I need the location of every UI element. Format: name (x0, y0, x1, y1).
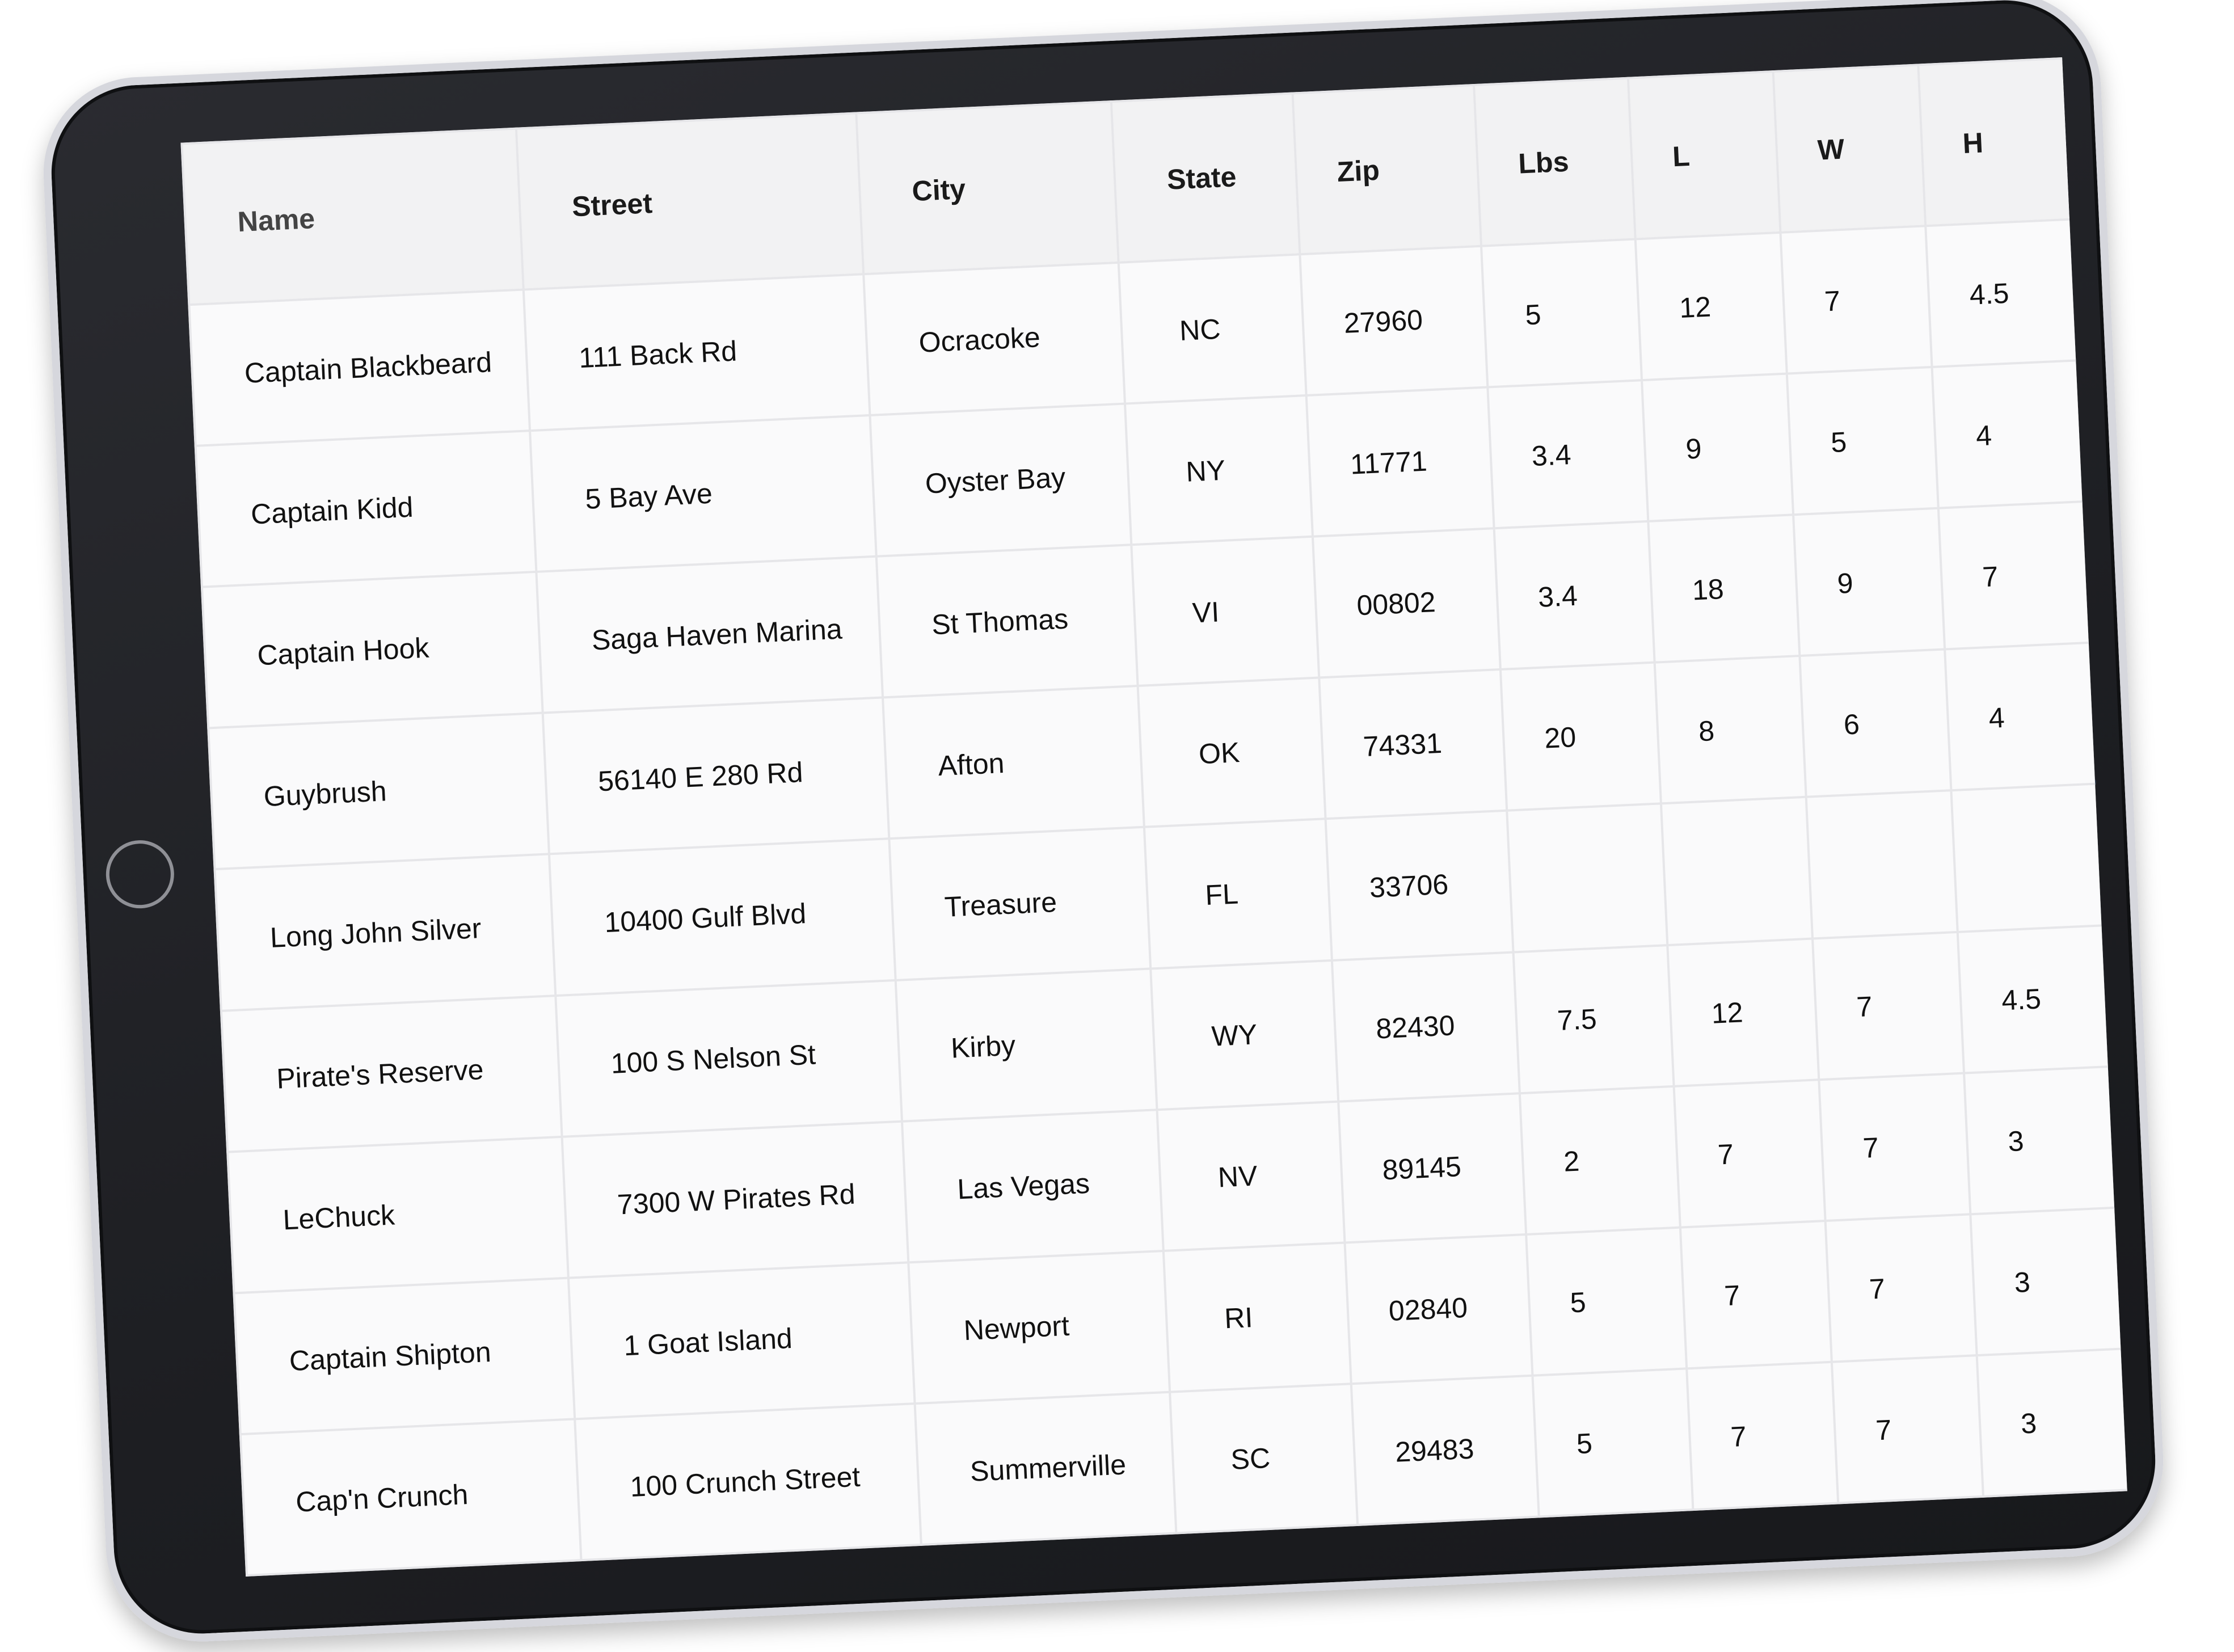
column-header-name[interactable]: Name (182, 128, 524, 305)
cell-street[interactable]: Saga Haven Marina (536, 556, 883, 713)
cell-h[interactable] (1951, 783, 2103, 932)
cell-street[interactable]: 1 Goat Island (568, 1262, 915, 1419)
cell-street[interactable]: 5 Bay Ave (530, 415, 876, 572)
cell-h[interactable]: 3 (1970, 1207, 2122, 1356)
cell-city[interactable]: Oyster Bay (870, 403, 1132, 557)
cell-h[interactable]: 4.5 (1925, 219, 2077, 368)
cell-zip[interactable]: 29483 (1351, 1375, 1539, 1525)
cell-h[interactable]: 3 (1976, 1348, 2127, 1497)
cell-w[interactable]: 7 (1819, 1073, 1971, 1221)
cell-w[interactable]: 6 (1799, 649, 1951, 798)
column-header-h[interactable]: H (1918, 58, 2071, 226)
column-header-city[interactable]: City (856, 102, 1119, 275)
cell-w[interactable]: 7 (1831, 1355, 1983, 1503)
cell-h[interactable]: 4 (1945, 643, 2097, 791)
cell-lbs[interactable]: 3.4 (1494, 521, 1655, 670)
cell-lbs[interactable]: 7.5 (1513, 945, 1674, 1093)
column-header-street[interactable]: Street (516, 113, 864, 290)
cell-city[interactable]: Ocracoke (863, 262, 1125, 416)
cell-city[interactable]: Newport (908, 1250, 1170, 1404)
cell-city[interactable]: Treasure (889, 827, 1151, 980)
cell-name[interactable]: Pirate's Reserve (221, 995, 562, 1152)
cell-l[interactable]: 9 (1642, 373, 1794, 522)
cell-zip[interactable]: 02840 (1344, 1234, 1533, 1384)
cell-street[interactable]: 10400 Gulf Blvd (549, 838, 896, 996)
cell-h[interactable]: 4 (1932, 360, 2084, 508)
cell-lbs[interactable]: 2 (1519, 1086, 1680, 1234)
cell-lbs[interactable] (1507, 803, 1668, 953)
cell-w[interactable]: 9 (1793, 508, 1945, 656)
cell-zip[interactable]: 11771 (1306, 387, 1494, 537)
cell-city[interactable]: Las Vegas (901, 1109, 1164, 1263)
table-body: Captain Blackbeard 111 Back Rd Ocracoke NC 2… (189, 219, 2127, 1575)
cell-name[interactable]: Cap'n Crunch (240, 1419, 581, 1575)
cell-state[interactable]: NC (1118, 254, 1306, 404)
column-header-lbs[interactable]: Lbs (1474, 78, 1636, 246)
cell-city[interactable]: Afton (883, 686, 1144, 839)
cell-h[interactable]: 4.5 (1957, 925, 2109, 1073)
cell-name[interactable]: Captain Hook (201, 572, 543, 728)
cell-l[interactable] (1660, 797, 1813, 945)
cell-h[interactable]: 7 (1938, 502, 2090, 650)
cell-state[interactable]: NY (1124, 395, 1313, 545)
cell-city[interactable]: St Thomas (876, 545, 1138, 698)
cell-street[interactable]: 100 Crunch Street (575, 1404, 921, 1561)
cell-state[interactable]: WY (1150, 960, 1339, 1110)
cell-name[interactable]: Guybrush (208, 713, 549, 870)
tablet-screen: Name Street City State Zip Lbs L W H Cap… (180, 57, 2127, 1577)
cell-state[interactable]: NV (1157, 1101, 1345, 1251)
cell-l[interactable]: 12 (1667, 938, 1819, 1086)
cell-state[interactable]: OK (1137, 677, 1326, 828)
cell-zip[interactable]: 89145 (1338, 1093, 1527, 1243)
cell-zip[interactable]: 82430 (1331, 952, 1520, 1102)
cell-lbs[interactable]: 20 (1500, 662, 1661, 811)
column-header-zip[interactable]: Zip (1292, 85, 1482, 255)
column-header-l[interactable]: L (1628, 71, 1781, 239)
cell-l[interactable]: 7 (1674, 1079, 1826, 1228)
cell-state[interactable]: FL (1144, 819, 1332, 969)
cell-street[interactable]: 111 Back Rd (523, 274, 870, 431)
cell-l[interactable]: 12 (1635, 232, 1787, 381)
cell-state[interactable]: RI (1163, 1242, 1351, 1392)
cell-street[interactable]: 7300 W Pirates Rd (562, 1121, 909, 1278)
column-header-w[interactable]: W (1773, 65, 1926, 233)
cell-name[interactable]: Captain Blackbeard (189, 289, 530, 446)
cell-l[interactable]: 18 (1648, 515, 1800, 663)
tablet-device: Name Street City State Zip Lbs L W H Cap… (39, 0, 2168, 1646)
cell-street[interactable]: 56140 E 280 Rd (542, 697, 890, 854)
cell-lbs[interactable]: 5 (1526, 1227, 1687, 1376)
cell-city[interactable]: Summerville (914, 1392, 1177, 1545)
cell-name[interactable]: Captain Shipton (234, 1278, 575, 1435)
cell-state[interactable]: VI (1131, 536, 1320, 686)
cell-lbs[interactable]: 3.4 (1487, 380, 1649, 529)
cell-zip[interactable]: 00802 (1312, 528, 1500, 678)
cell-name[interactable]: Captain Kidd (195, 431, 537, 587)
home-button[interactable] (104, 838, 176, 910)
cell-w[interactable] (1806, 790, 1958, 939)
cell-street[interactable]: 100 S Nelson St (555, 980, 902, 1137)
column-header-state[interactable]: State (1111, 93, 1300, 263)
shipping-table: Name Street City State Zip Lbs L W H Cap… (180, 57, 2127, 1577)
cell-l[interactable]: 8 (1654, 656, 1806, 804)
cell-lbs[interactable]: 5 (1481, 239, 1642, 387)
cell-w[interactable]: 7 (1812, 932, 1965, 1080)
cell-lbs[interactable]: 5 (1532, 1368, 1693, 1517)
cell-l[interactable]: 7 (1687, 1362, 1839, 1510)
cell-l[interactable]: 7 (1680, 1220, 1832, 1369)
cell-w[interactable]: 5 (1786, 367, 1938, 515)
cell-state[interactable]: SC (1170, 1384, 1358, 1533)
cell-zip[interactable]: 33706 (1325, 811, 1514, 960)
cell-name[interactable]: Long John Silver (214, 854, 556, 1011)
cell-city[interactable]: Kirby (895, 968, 1157, 1122)
cell-name[interactable]: LeChuck (227, 1136, 568, 1293)
cell-zip[interactable]: 27960 (1300, 246, 1488, 396)
cell-w[interactable]: 7 (1825, 1214, 1977, 1362)
cell-w[interactable]: 7 (1780, 226, 1932, 374)
cell-zip[interactable]: 74331 (1319, 669, 1507, 819)
cell-h[interactable]: 3 (1964, 1066, 2116, 1215)
